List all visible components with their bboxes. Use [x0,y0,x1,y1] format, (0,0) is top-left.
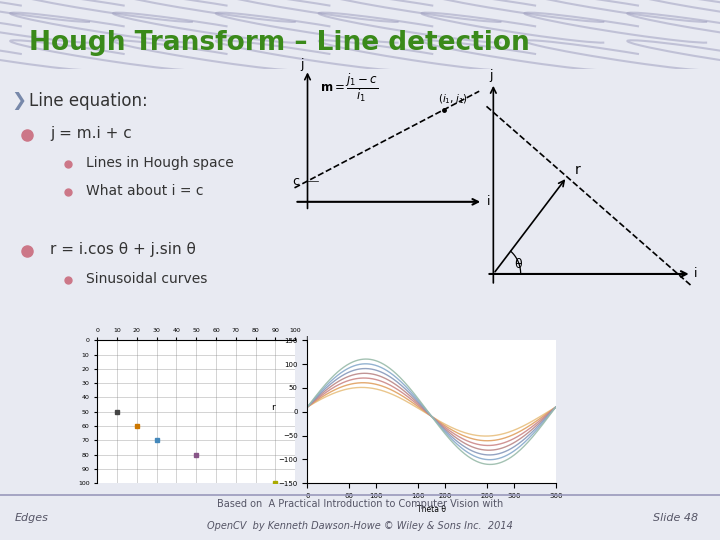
Text: θ: θ [514,258,521,271]
Text: What about i = c: What about i = c [86,184,204,198]
Text: r: r [575,163,581,177]
Text: j: j [489,69,492,82]
Text: j: j [300,58,304,71]
Text: i: i [487,195,490,208]
Text: ❯: ❯ [11,92,26,110]
Text: j = m.i + c: j = m.i + c [50,126,132,141]
Text: c: c [292,174,299,187]
Text: Sinusoidal curves: Sinusoidal curves [86,272,208,286]
Text: Edges: Edges [14,514,48,523]
Text: Slide 48: Slide 48 [653,514,698,523]
Text: Based on  A Practical Introduction to Computer Vision with: Based on A Practical Introduction to Com… [217,499,503,509]
Text: I: I [305,336,307,345]
Text: $(i_1, j_1)$: $(i_1, j_1)$ [438,92,468,106]
Text: OpenCV  by Kenneth Dawson-Howe © Wiley & Sons Inc.  2014: OpenCV by Kenneth Dawson-Howe © Wiley & … [207,521,513,531]
X-axis label: Theta θ: Theta θ [417,504,446,514]
Y-axis label: r: r [271,403,274,411]
Text: r = i.cos θ + j.sin θ: r = i.cos θ + j.sin θ [50,242,197,257]
Text: i: i [694,267,698,280]
Text: Line equation:: Line equation: [29,92,148,110]
Text: $\mathbf{m} = \dfrac{j_1 - c}{i_1}$: $\mathbf{m} = \dfrac{j_1 - c}{i_1}$ [320,71,378,104]
Text: Hough Transform – Line detection: Hough Transform – Line detection [29,30,529,56]
Text: Lines in Hough space: Lines in Hough space [86,156,234,170]
